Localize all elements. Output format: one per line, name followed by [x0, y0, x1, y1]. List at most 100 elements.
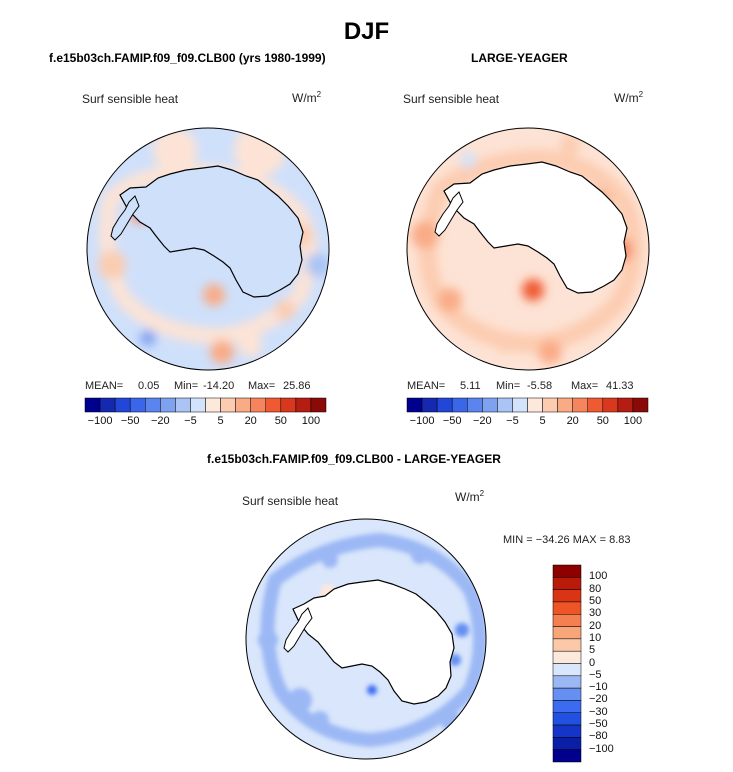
left-panel-title: f.e15b03ch.FAMIP.f09_f09.CLB00 (yrs 1980…	[49, 51, 326, 65]
diff-colorbar-swatch	[552, 687, 582, 701]
diff-colorbar-swatch	[552, 675, 582, 689]
diff-colorbar-tick-label: 80	[589, 582, 602, 595]
right-colorbar-swatch	[421, 397, 438, 413]
diff-colorbar-tick-label: 20	[589, 619, 602, 632]
right-colorbar-tick-label: 100	[623, 415, 643, 427]
right-mean-value: 5.11	[460, 380, 481, 392]
left-mean-value: 0.05	[138, 380, 160, 392]
diff-colorbar-swatch	[552, 663, 582, 677]
diff-colorbar-tick-label: 50	[589, 594, 602, 607]
left-colorbar-tick-label: 5	[217, 415, 224, 427]
diff-colorbar-swatch	[552, 749, 582, 763]
diff-colorbar-swatch	[552, 614, 582, 627]
diff-colorbar-tick-label: 10	[589, 631, 602, 644]
right-colorbar-tick-label: 20	[566, 415, 579, 427]
diff-colorbar-tick-label: −80	[589, 730, 608, 743]
right-variable-label: Surf sensible heat	[403, 92, 500, 106]
left-colorbar-swatch	[205, 397, 221, 413]
right-colorbar-tick-label: 5	[539, 415, 546, 427]
left-colorbar-tick-label: −100	[87, 415, 113, 427]
right-colorbar-tick-label: −20	[472, 415, 492, 427]
right-colorbar-tick-label: −100	[409, 415, 435, 427]
diff-colorbar-swatch	[552, 564, 582, 578]
diff-units-label: W/m2	[455, 489, 485, 504]
left-colorbar-swatch	[129, 397, 146, 413]
left-colorbar-swatch	[84, 397, 101, 413]
left-colorbar-tick-label: −5	[184, 415, 197, 427]
left-colorbar	[84, 397, 327, 413]
diff-colorbar-tick-label: 100	[589, 570, 608, 583]
right-colorbar-swatch	[572, 397, 588, 413]
right-max-value: 41.33	[606, 380, 634, 392]
diff-colorbar-swatch	[552, 638, 582, 652]
left-colorbar-swatch	[160, 397, 176, 413]
figure-title: DJF	[343, 18, 390, 45]
left-colorbar-swatch	[145, 397, 161, 413]
left-colorbar-swatch	[250, 397, 266, 413]
right-panel-title: LARGE-YEAGER	[471, 51, 568, 65]
left-max-value: 25.86	[283, 380, 311, 392]
left-colorbar-swatch	[190, 397, 206, 413]
diff-colorbar-swatch	[552, 712, 582, 726]
left-colorbar-swatch	[114, 397, 131, 413]
left-colorbar-swatch	[175, 397, 191, 413]
left-variable-label: Surf sensible heat	[82, 92, 179, 106]
diff-colorbar-swatch	[552, 724, 582, 738]
right-map-border	[406, 127, 650, 371]
diff-colorbar-swatch	[552, 601, 582, 615]
left-units-label: W/m2	[292, 90, 322, 105]
diff-colorbar-swatch	[552, 737, 582, 750]
left-mean-label: MEAN=	[85, 380, 124, 392]
left-colorbar-tick-label: 100	[301, 415, 321, 427]
right-colorbar-swatch	[436, 397, 453, 413]
left-polar-map	[87, 128, 329, 370]
diff-panel-title: f.e15b03ch.FAMIP.f09_f09.CLB00 - LARGE-Y…	[207, 452, 501, 466]
diff-colorbar-swatch	[552, 650, 582, 664]
right-colorbar-swatch	[497, 397, 513, 413]
right-mean-label: MEAN=	[407, 380, 446, 392]
diff-colorbar-swatch	[552, 589, 582, 603]
right-max-label: Max=	[571, 380, 599, 392]
left-min-value: -14.20	[203, 380, 235, 392]
left-colorbar-tick-label: 50	[274, 415, 287, 427]
right-colorbar-swatch	[632, 397, 649, 413]
diff-colorbar-tick-label: −100	[589, 742, 614, 755]
diff-colorbar-tick-label: 5	[589, 644, 596, 657]
left-colorbar-swatch	[220, 397, 236, 413]
right-colorbar-swatch	[512, 397, 528, 413]
right-units-label: W/m2	[614, 90, 644, 105]
diff-colorbar-tick-label: −5	[589, 668, 602, 681]
right-colorbar-swatch	[587, 397, 604, 413]
diff-colorbar-swatch	[552, 700, 582, 713]
left-colorbar-swatch	[280, 397, 297, 413]
diff-colorbar-swatch	[552, 577, 582, 590]
diff-colorbar-swatch	[552, 626, 582, 640]
left-min-label: Min=	[174, 380, 199, 392]
left-colorbar-swatch	[99, 397, 116, 413]
left-colorbar-tick-label: −20	[150, 415, 170, 427]
diff-colorbar-tick-label: −30	[589, 705, 608, 718]
right-min-value: -5.58	[527, 380, 553, 392]
left-colorbar-tick-label: −50	[120, 415, 140, 427]
diff-colorbar-tick-label: −50	[589, 718, 608, 731]
diff-colorbar-tick-label: −10	[589, 681, 608, 694]
left-colorbar-swatch	[235, 397, 251, 413]
left-colorbar-tick-label: 20	[244, 415, 257, 427]
diff-polar-map	[246, 519, 486, 759]
left-colorbar-swatch	[310, 397, 327, 413]
left-max-label: Max=	[248, 380, 276, 392]
right-colorbar-swatch	[467, 397, 483, 413]
right-colorbar-swatch	[557, 397, 573, 413]
right-colorbar-swatch	[527, 397, 543, 413]
right-colorbar-tick-label: −50	[442, 415, 462, 427]
right-colorbar-swatch	[451, 397, 468, 413]
left-colorbar-swatch	[295, 397, 312, 413]
diff-colorbar-tick-label: −20	[589, 693, 608, 706]
diff-min-max-stats: MIN = −34.26 MAX = 8.83	[503, 534, 631, 546]
right-colorbar-swatch	[617, 397, 634, 413]
right-polar-map	[407, 128, 649, 370]
right-colorbar-tick-label: −5	[506, 415, 519, 427]
right-colorbar-swatch	[542, 397, 558, 413]
diff-map-border	[245, 518, 487, 760]
